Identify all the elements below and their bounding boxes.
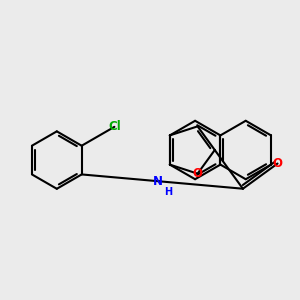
Text: N: N — [153, 175, 163, 188]
Text: Cl: Cl — [108, 120, 121, 133]
Text: O: O — [193, 167, 202, 180]
Text: O: O — [272, 157, 283, 170]
Text: H: H — [164, 188, 172, 197]
